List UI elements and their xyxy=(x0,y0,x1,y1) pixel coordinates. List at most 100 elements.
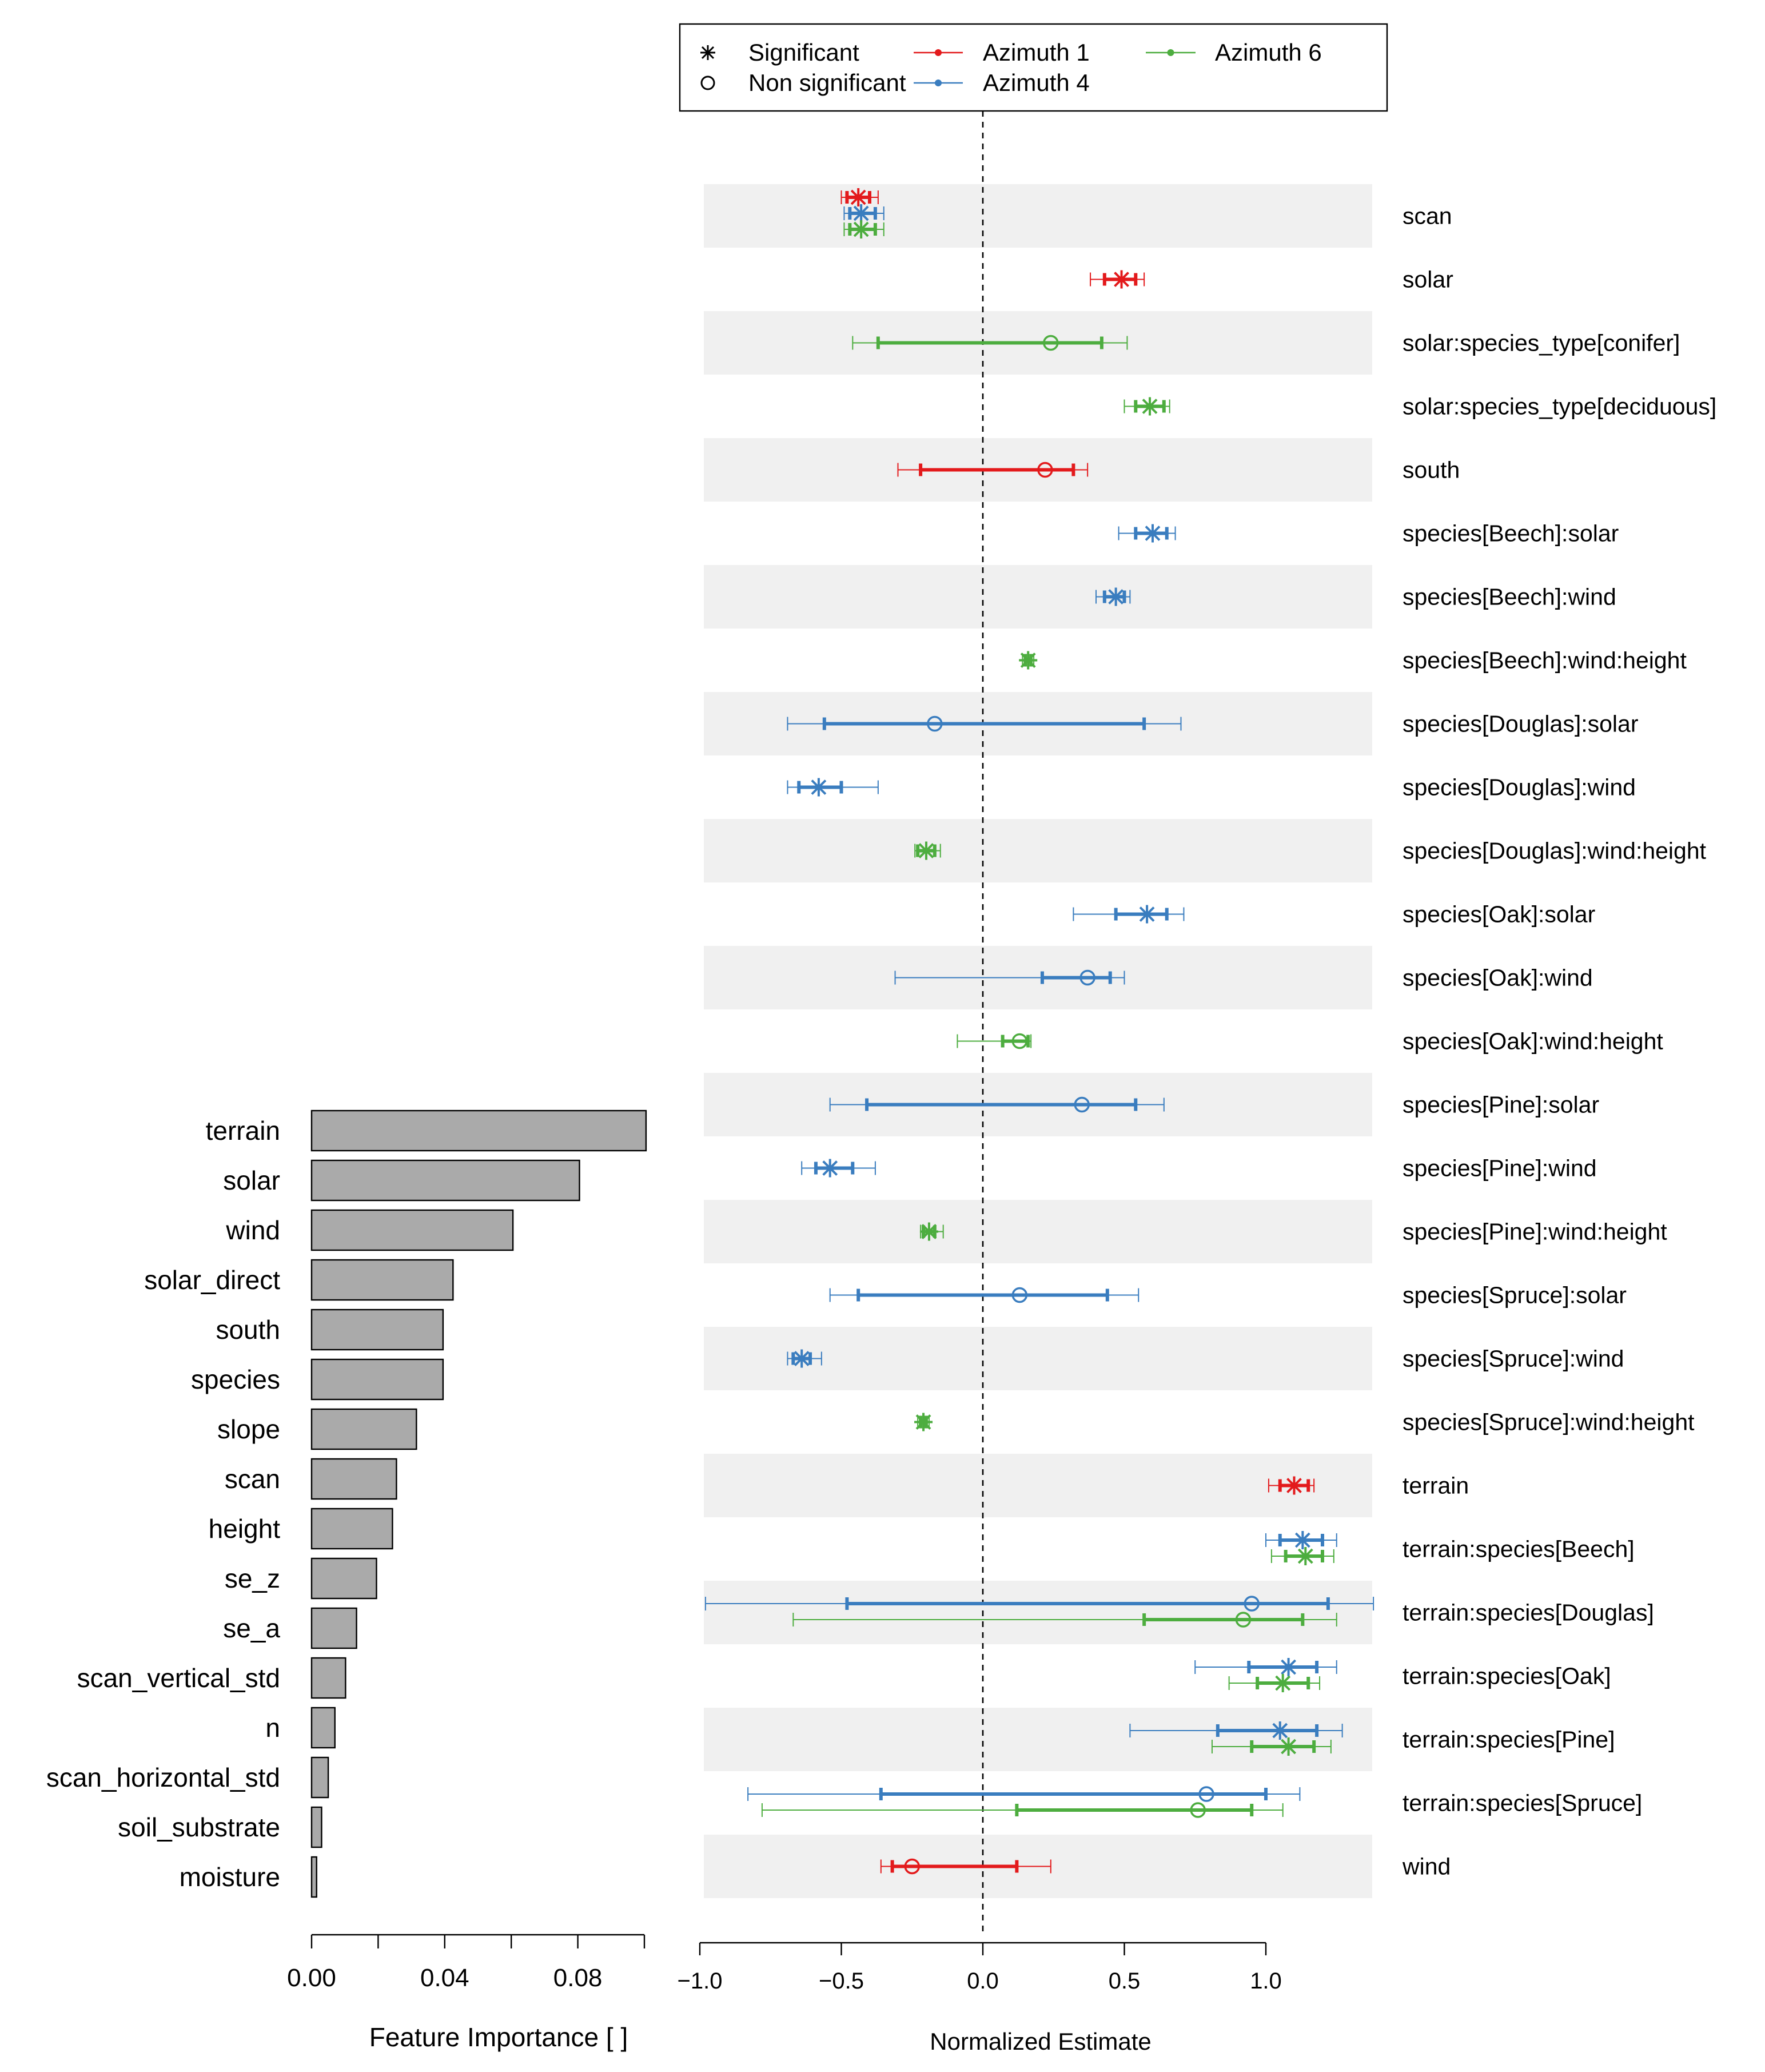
importance-bar xyxy=(310,1856,317,1898)
significant-marker-stroke xyxy=(1275,1675,1291,1691)
term-label: species[Spruce]:wind:height xyxy=(1403,1409,1695,1435)
legend-non-significant-symbol xyxy=(700,75,715,90)
importance-category-label: soil_substrate xyxy=(118,1812,280,1842)
estimate-mark xyxy=(1228,1674,1321,1692)
significant-marker-stroke xyxy=(811,780,827,795)
legend-series-dot xyxy=(1167,49,1174,56)
estimate-mark xyxy=(801,1159,876,1178)
legend-series-dot xyxy=(935,49,942,56)
term-label: species[Oak]:solar xyxy=(1403,901,1595,928)
significant-marker-stroke xyxy=(822,1160,838,1176)
term-labels: scan solar solar:species_type[conifer]sola… xyxy=(1402,203,1716,1880)
importance-bar xyxy=(310,1259,454,1301)
importance-x-axis: 0.00 0.04 0.08 xyxy=(287,1934,646,1992)
estimate-mark xyxy=(829,1096,1165,1113)
importance-bar xyxy=(310,1209,514,1251)
non-significant-marker xyxy=(1244,1596,1260,1612)
non-significant-marker xyxy=(1043,335,1059,351)
significant-marker-stroke xyxy=(1142,399,1158,414)
importance-bar xyxy=(310,1557,377,1600)
importance-category-label: scan xyxy=(225,1464,280,1494)
non-significant-marker xyxy=(1074,1096,1090,1113)
legend-series-label: Azimuth 4 xyxy=(983,69,1090,96)
term-label: species[Oak]:wind:height xyxy=(1403,1028,1663,1055)
row-band xyxy=(704,1454,1372,1517)
significant-marker-stroke xyxy=(1139,906,1155,922)
legend-series-2: Azimuth 4 xyxy=(914,69,1090,96)
estimate-mark xyxy=(1265,1531,1337,1549)
legend-series-label: Azimuth 6 xyxy=(1215,39,1322,66)
normalized-estimate-chart: scan solar solar:species_type[conifer]sola… xyxy=(678,23,1716,2055)
significant-marker-stroke xyxy=(1294,1532,1310,1548)
significant-marker-stroke xyxy=(1114,272,1129,287)
term-label: species[Pine]:wind:height xyxy=(1403,1219,1667,1245)
significant-marker-stroke xyxy=(794,1351,810,1366)
estimate-mark xyxy=(880,1858,1051,1875)
significant-marker-stroke xyxy=(1281,1739,1297,1755)
row-band xyxy=(704,184,1372,248)
importance-bar xyxy=(310,1309,444,1351)
estimate-mark xyxy=(1211,1737,1332,1756)
importance-category-label: scan_horizontal_std xyxy=(46,1763,280,1792)
significant-marker-stroke xyxy=(918,843,934,858)
term-label: terrain:species[Pine] xyxy=(1403,1727,1615,1753)
estimate-mark xyxy=(747,1786,1301,1802)
importance-category-label: height xyxy=(209,1514,281,1544)
term-label: species[Douglas]:wind:height xyxy=(1403,838,1707,864)
estimate-mark xyxy=(840,188,879,206)
estimate-marks xyxy=(704,188,1374,1875)
estimate-mark xyxy=(894,969,1125,986)
importance-tick-label: 0.00 xyxy=(287,1964,336,1992)
importance-tick-label: 0.08 xyxy=(553,1964,603,1992)
importance-bars xyxy=(310,1109,647,1898)
importance-tick-label: 0.04 xyxy=(420,1964,469,1992)
legend-significant-symbol xyxy=(700,45,715,60)
significant-marker-stroke xyxy=(1108,589,1124,605)
term-label: species[Beech]:wind:height xyxy=(1403,647,1687,674)
non-significant-marker xyxy=(1011,1033,1028,1049)
legend-box xyxy=(679,23,1388,112)
estimate-mark xyxy=(914,841,941,860)
estimate-mark xyxy=(843,220,885,238)
term-label: solar:species_type[deciduous] xyxy=(1403,393,1716,420)
importance-category-label: se_z xyxy=(225,1564,280,1593)
non-significant-marker xyxy=(1235,1612,1252,1628)
legend-items: Significant Non significant Azimuth 1 Azimu… xyxy=(700,39,1322,96)
row-band xyxy=(704,1581,1372,1644)
importance-x-axis-label: Feature Importance [ ] xyxy=(369,2022,628,2052)
significant-marker-stroke xyxy=(850,189,866,205)
legend-significant-label: Significant xyxy=(748,39,859,66)
significant-marker-stroke xyxy=(853,205,869,221)
term-label: terrain:species[Oak] xyxy=(1403,1663,1611,1689)
estimate-tick-label: 0.0 xyxy=(967,1968,999,1994)
legend-series-dot xyxy=(935,79,942,86)
term-label: species[Douglas]:solar xyxy=(1403,711,1638,737)
importance-category-label: solar xyxy=(223,1166,280,1195)
importance-bar xyxy=(310,1756,329,1799)
term-label: species[Spruce]:solar xyxy=(1403,1282,1627,1309)
importance-category-label: species xyxy=(191,1365,280,1394)
term-label: solar xyxy=(1403,267,1453,293)
term-label: species[Pine]:wind xyxy=(1403,1155,1597,1182)
term-label: terrain:species[Beech] xyxy=(1403,1536,1635,1562)
importance-bar xyxy=(310,1458,397,1500)
non-significant-marker xyxy=(1011,1287,1028,1303)
importance-category-label: moisture xyxy=(180,1862,280,1892)
term-label: species[Douglas]:wind xyxy=(1403,774,1636,801)
importance-bar xyxy=(310,1159,580,1202)
term-label: terrain xyxy=(1403,1473,1469,1499)
non-significant-marker xyxy=(1198,1786,1214,1802)
importance-bar xyxy=(310,1358,444,1401)
legend-asterisk-stroke xyxy=(701,46,715,59)
non-significant-marker xyxy=(1079,969,1095,986)
term-label: terrain:species[Spruce] xyxy=(1403,1790,1642,1816)
estimate-mark xyxy=(792,1612,1337,1628)
non-significant-marker xyxy=(1037,462,1053,478)
term-label: terrain:species[Douglas] xyxy=(1403,1600,1654,1626)
term-label: south xyxy=(1403,457,1460,483)
estimate-mark xyxy=(914,1413,933,1431)
term-label: wind xyxy=(1402,1854,1451,1880)
estimate-tick-label: 0.5 xyxy=(1109,1968,1141,1994)
significant-marker-stroke xyxy=(1281,1659,1297,1675)
term-label: species[Pine]:solar xyxy=(1403,1092,1599,1118)
